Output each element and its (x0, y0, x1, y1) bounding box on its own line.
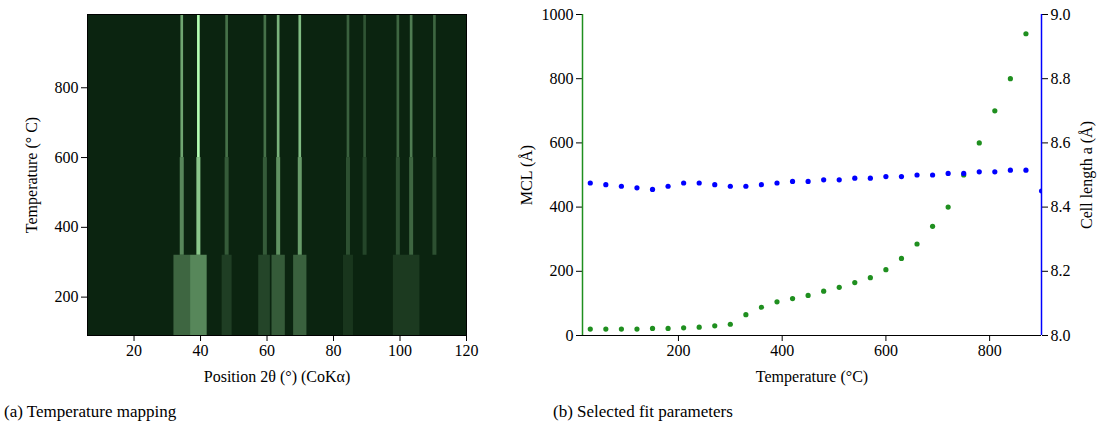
svg-text:Cell length a (Å): Cell length a (Å) (1078, 121, 1096, 229)
svg-text:1000: 1000 (542, 6, 574, 23)
svg-text:600: 600 (550, 134, 574, 151)
svg-text:8.8: 8.8 (1051, 70, 1071, 87)
svg-text:8.4: 8.4 (1051, 198, 1071, 215)
svg-text:Position 2θ (°) (CoKα): Position 2θ (°) (CoKα) (204, 368, 350, 386)
svg-text:8.0: 8.0 (1051, 327, 1071, 344)
svg-text:200: 200 (55, 288, 79, 305)
svg-text:400: 400 (55, 218, 79, 235)
svg-text:60: 60 (259, 342, 275, 359)
html-text:(b) Selected fit parameters: (b) Selected fit parameters (553, 402, 733, 421)
svg-text:20: 20 (126, 342, 142, 359)
svg-text:100: 100 (388, 342, 412, 359)
svg-text:Temperature (°C): Temperature (°C) (756, 368, 868, 386)
svg-text:8.6: 8.6 (1051, 134, 1071, 151)
svg-text:200: 200 (666, 342, 690, 359)
svg-text:0: 0 (566, 327, 574, 344)
svg-text:600: 600 (874, 342, 898, 359)
svg-text:200: 200 (550, 262, 574, 279)
svg-text:Temperature (° C): Temperature (° C) (23, 117, 41, 233)
svg-text:400: 400 (770, 342, 794, 359)
svg-text:600: 600 (55, 149, 79, 166)
svg-text:400: 400 (550, 198, 574, 215)
svg-text:MCL (Å): MCL (Å) (518, 145, 536, 205)
svg-text:80: 80 (326, 342, 342, 359)
svg-text:8.2: 8.2 (1051, 262, 1071, 279)
svg-text:800: 800 (978, 342, 1002, 359)
svg-text:800: 800 (55, 79, 79, 96)
svg-text:800: 800 (550, 70, 574, 87)
svg-text:120: 120 (455, 342, 479, 359)
svg-text:40: 40 (193, 342, 209, 359)
html-text:(a) Temperature mapping: (a) Temperature mapping (4, 402, 177, 421)
svg-text:9.0: 9.0 (1051, 6, 1071, 23)
